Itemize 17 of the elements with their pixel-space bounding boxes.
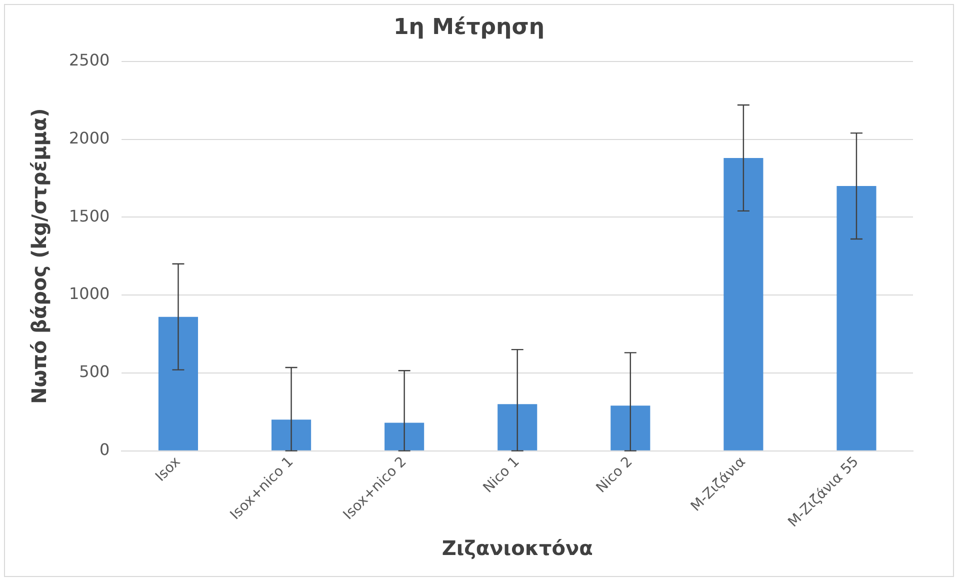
bar: [724, 158, 764, 450]
bar: [158, 316, 198, 450]
y-tick-label: 500: [79, 362, 110, 382]
x-axis-title: Ζιζανιοκτόνα: [442, 536, 593, 560]
bar: [836, 186, 876, 450]
y-tick-label: 2000: [69, 128, 110, 148]
y-axis-title: Νωπό βάρος (kg/στρέμμα): [27, 108, 52, 404]
y-tick-label: 2500: [69, 50, 110, 70]
bar: [271, 420, 312, 450]
bar: [498, 404, 538, 450]
y-tick-label: 1000: [69, 284, 110, 304]
x-tick-label: Isox: [152, 454, 184, 485]
bar: [384, 422, 424, 450]
y-tick-label: 1500: [69, 206, 110, 226]
bar: [610, 406, 650, 450]
chart-title: 1η Μέτρηση: [393, 14, 545, 40]
y-tick-label: 0: [100, 440, 110, 459]
